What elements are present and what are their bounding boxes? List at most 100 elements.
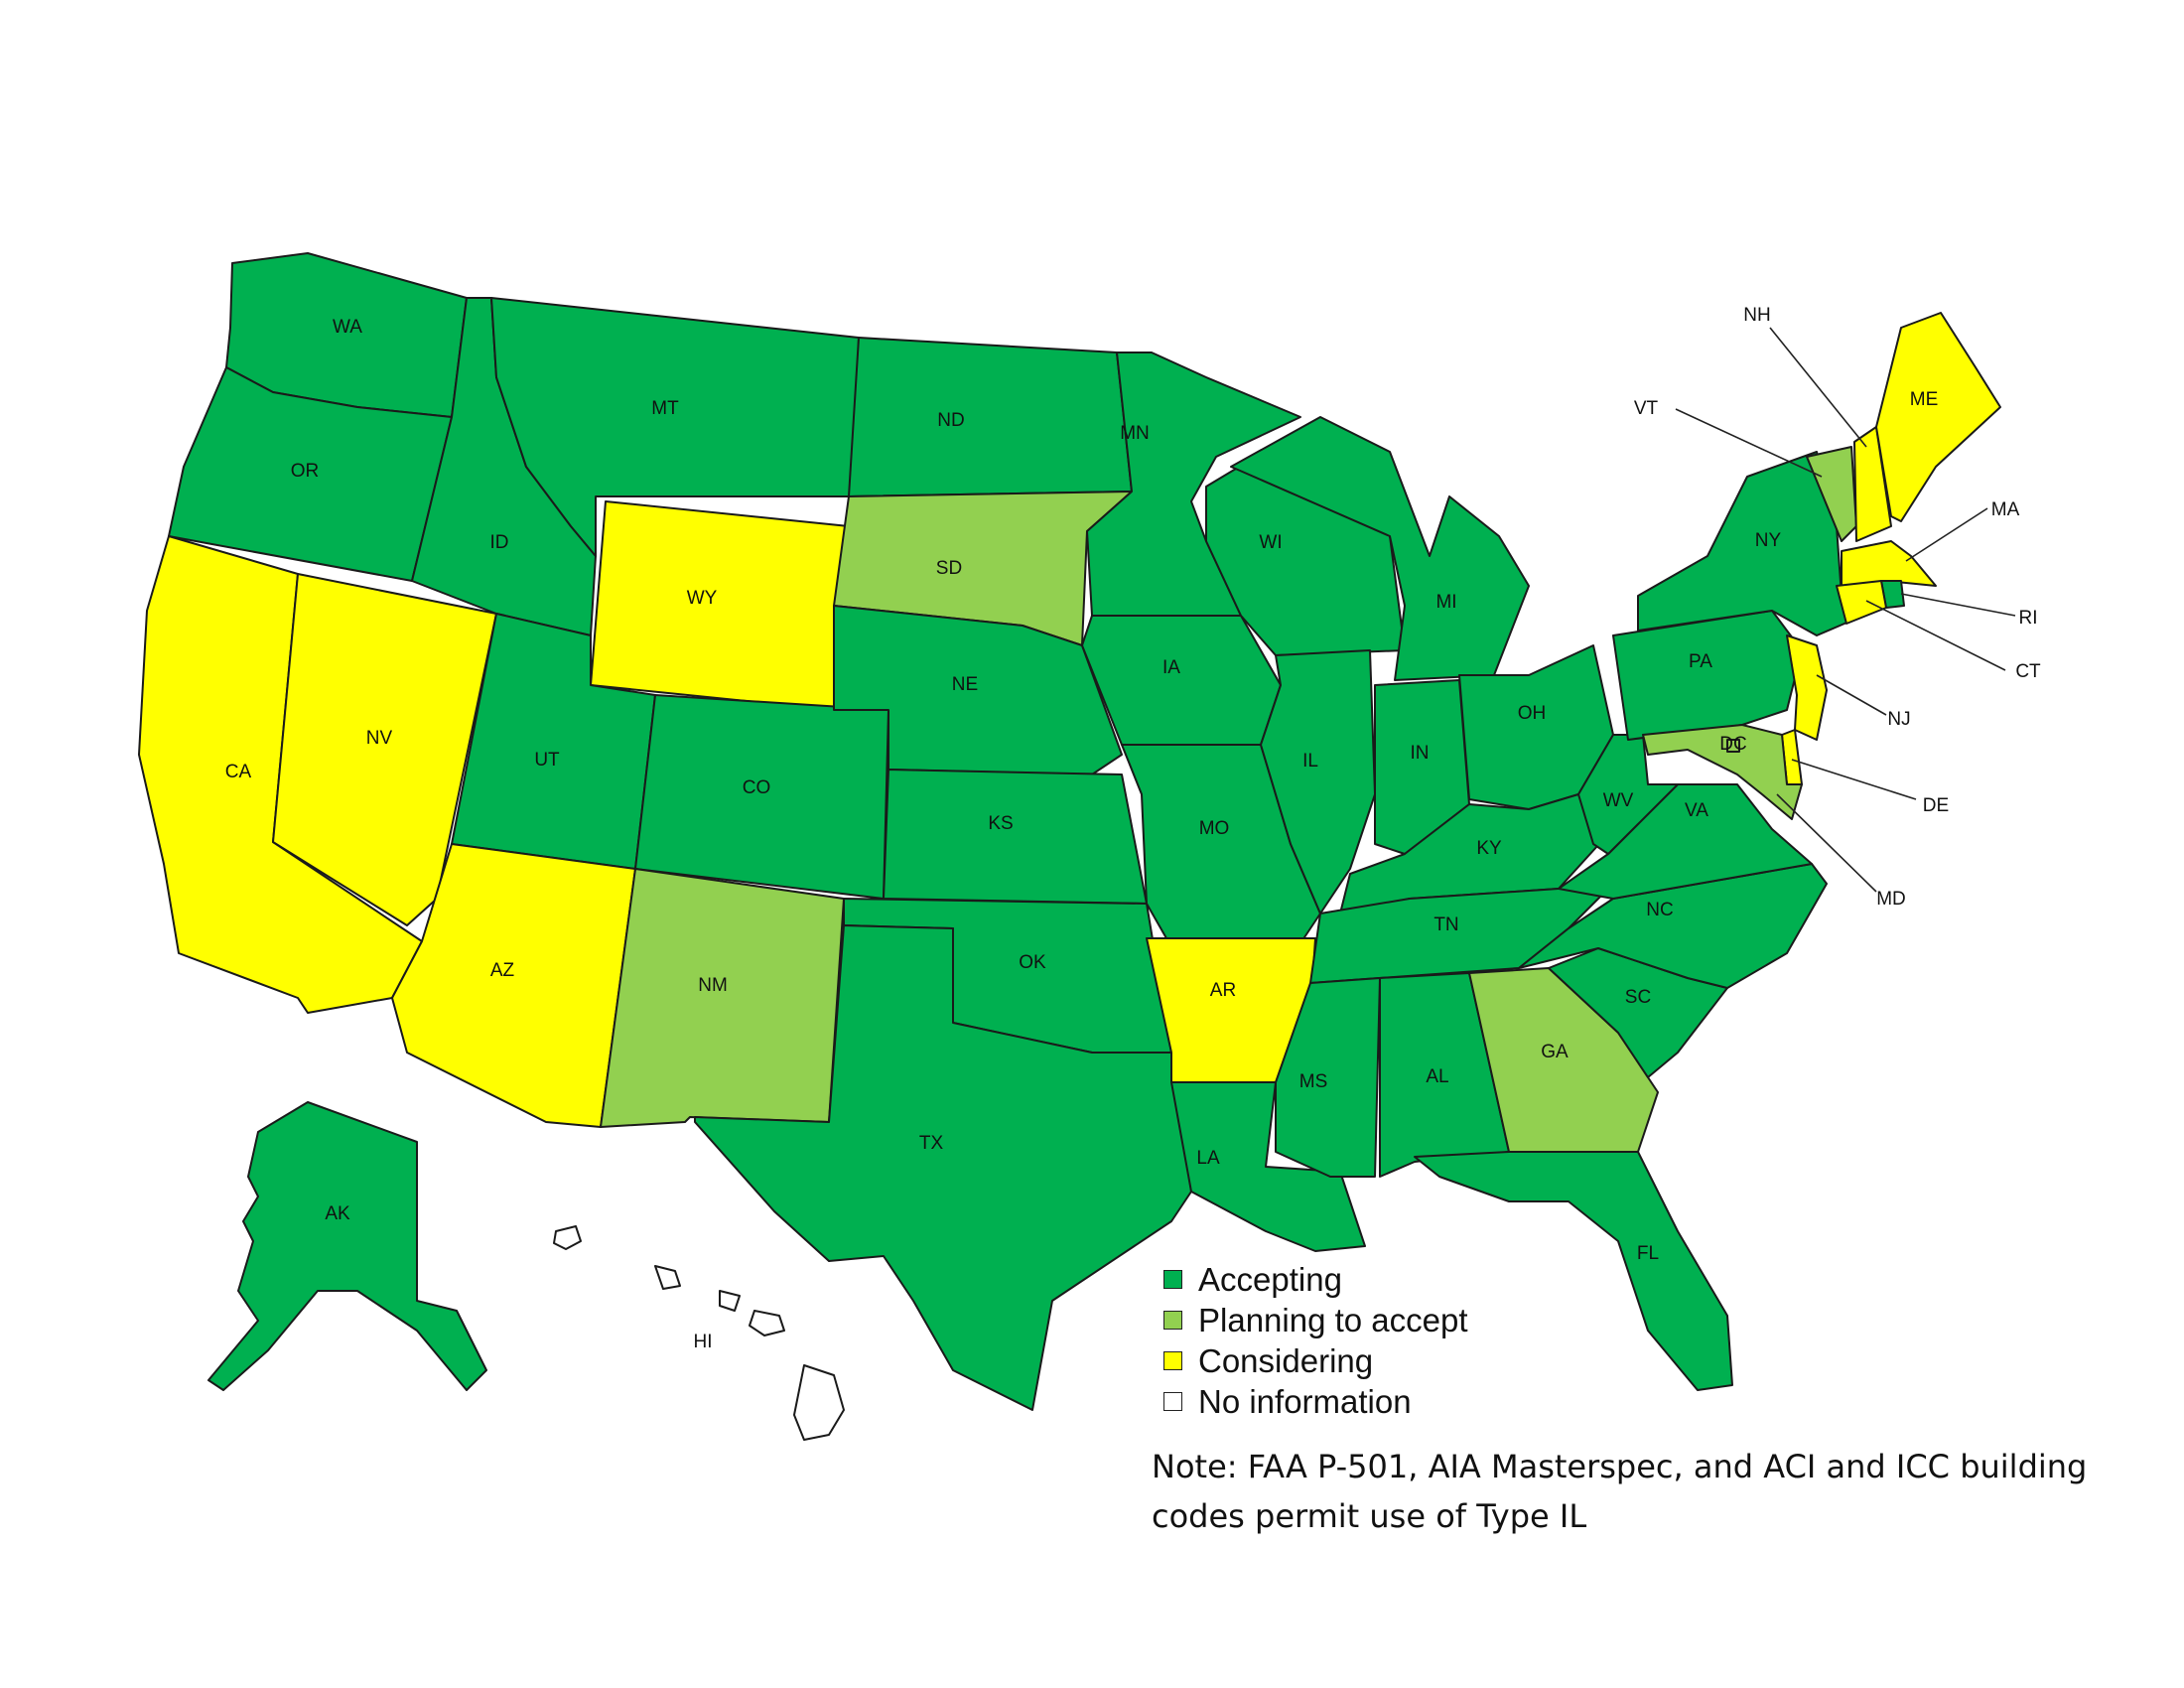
state-label-nv: NV [366,728,393,749]
state-label-ct: CT [2015,661,2041,682]
state-label-sd: SD [936,558,962,579]
state-label-oh: OH [1518,703,1547,724]
state-MD [1642,724,1803,820]
state-NM [600,868,845,1128]
state-label-il: IL [1302,751,1318,772]
state-label-la: LA [1196,1148,1220,1169]
state-label-nh: NH [1743,305,1770,326]
legend-swatch-none [1163,1392,1182,1411]
state-NC [1518,863,1828,989]
state-AK [207,1101,487,1391]
leader-lines [1675,327,2016,893]
state-LA [1170,1081,1366,1252]
state-label-mn: MN [1120,423,1150,444]
state-HI-4 [654,1265,681,1290]
state-label-ut: UT [534,750,560,771]
state-label-tn: TN [1433,914,1458,935]
legend-label: Accepting [1198,1260,1342,1298]
leader-line-ct [1865,600,2006,671]
state-label-hi: HI [694,1332,713,1352]
state-DC [1726,739,1740,753]
state-label-mt: MT [651,398,679,419]
state-FL [1414,1151,1733,1391]
state-label-ks: KS [988,813,1013,834]
state-label-ar: AR [1210,980,1236,1001]
state-WY [590,500,850,711]
leader-line-nh [1769,327,1867,448]
state-label-az: AZ [490,960,515,981]
state-label-md: MD [1876,889,1906,910]
legend-swatch-planning [1163,1311,1182,1330]
state-label-wy: WY [687,588,718,609]
leader-line-ma [1905,507,1988,562]
state-label-ne: NE [952,674,978,695]
state-label-wv: WV [1603,790,1634,811]
state-label-sc: SC [1625,987,1651,1008]
state-HI-1 [793,1364,845,1441]
leader-line-md [1776,793,1877,893]
state-label-dc: DC [1719,734,1746,755]
legend-item-considering: Considering [1163,1340,1468,1381]
state-label-nm: NM [698,975,728,996]
leader-line-vt [1675,408,1823,478]
state-label-va: VA [1685,800,1708,821]
state-TX [694,924,1192,1411]
state-label-ri: RI [2019,608,2038,629]
state-label-ca: CA [225,762,252,782]
state-labels: WA OR CA NV ID MT WY UT AZ CO NM ND SD N… [225,305,2041,1352]
state-label-in: IN [1411,743,1430,764]
state-label-co: CO [743,777,771,798]
state-label-ak: AK [325,1203,350,1224]
footnote-line-1: Note: FAA P-501, AIA Masterspec, and ACI… [1152,1448,2088,1485]
state-label-de: DE [1923,795,1949,816]
state-ME [1875,312,2001,522]
state-HI-3 [719,1290,741,1312]
state-label-ga: GA [1541,1042,1569,1062]
state-label-ok: OK [1019,952,1046,973]
state-label-ky: KY [1476,838,1502,859]
state-label-wa: WA [333,317,362,338]
footnote-line-2: codes permit use of Type IL [1152,1497,1587,1535]
leader-line-nj [1816,674,1887,716]
legend-item-planning: Planning to accept [1163,1300,1468,1340]
state-MI [1230,416,1530,681]
state-label-ny: NY [1755,530,1782,551]
state-label-wi: WI [1259,532,1282,553]
state-HI-2 [749,1310,785,1336]
state-CT [1836,580,1887,625]
state-label-or: OR [291,461,320,482]
state-KS [883,769,1148,905]
state-label-me: ME [1910,389,1939,410]
state-MA [1841,540,1937,587]
legend-label: No information [1198,1382,1412,1420]
state-shapes [138,252,2001,1441]
state-HI-5 [553,1225,582,1250]
state-ND [848,337,1133,497]
state-label-al: AL [1426,1066,1448,1087]
state-label-mo: MO [1199,818,1230,839]
state-label-fl: FL [1637,1243,1659,1264]
state-label-mi: MI [1435,592,1456,613]
state-WV [1577,734,1679,855]
state-label-ms: MS [1299,1071,1328,1092]
state-NV [272,573,497,926]
legend-item-no-information: No information [1163,1381,1468,1422]
legend: Accepting Planning to accept Considering… [1163,1259,1468,1422]
legend-swatch-accepting [1163,1270,1182,1289]
state-label-nc: NC [1646,900,1673,920]
state-label-nd: ND [937,410,964,431]
state-NH [1853,426,1892,542]
legend-label: Planning to accept [1198,1301,1468,1338]
leader-line-de [1791,759,1917,800]
footnote: Note: FAA P-501, AIA Masterspec, and ACI… [1152,1442,2144,1541]
state-label-pa: PA [1689,651,1712,672]
state-label-nj: NJ [1887,709,1910,730]
state-label-ma: MA [1991,499,2020,520]
legend-item-accepting: Accepting [1163,1259,1468,1300]
state-MN [1086,352,1301,617]
state-label-id: ID [490,532,509,553]
state-label-tx: TX [919,1133,944,1154]
legend-label: Considering [1198,1341,1374,1379]
leader-line-ri [1900,593,2016,617]
